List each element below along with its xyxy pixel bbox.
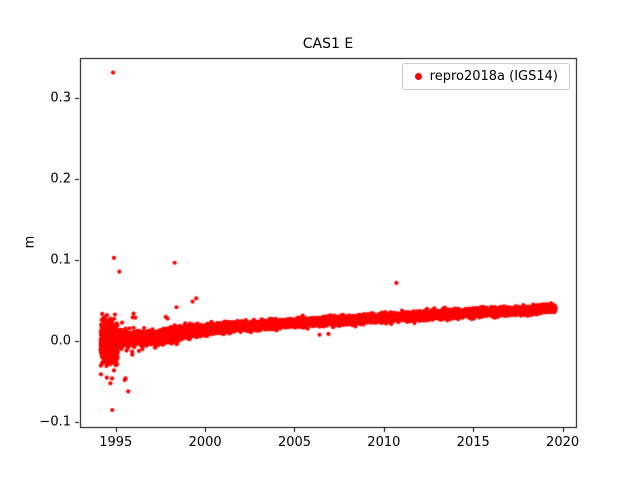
x-tick-label: 2020 [546,435,580,450]
x-tick-label: 1995 [99,435,133,450]
y-tick-label: 0.0 [50,333,71,349]
y-tick-label: 0.1 [50,252,71,268]
x-tick-label: 2015 [456,435,490,450]
legend: repro2018a (IGS14) [401,63,570,90]
y-tick-label: 0.2 [50,171,71,187]
x-tick-label: 2010 [367,435,401,450]
y-tick-label: 0.3 [50,90,71,106]
y-axis-label: m [22,235,38,249]
x-tick-label: 2000 [188,435,222,450]
legend-marker-dot [414,73,422,80]
y-tick-label: −0.1 [39,414,71,430]
chart-title: CAS1 E [302,36,354,52]
legend-label: repro2018a (IGS14) [429,69,558,84]
x-tick-label: 2005 [277,435,312,450]
